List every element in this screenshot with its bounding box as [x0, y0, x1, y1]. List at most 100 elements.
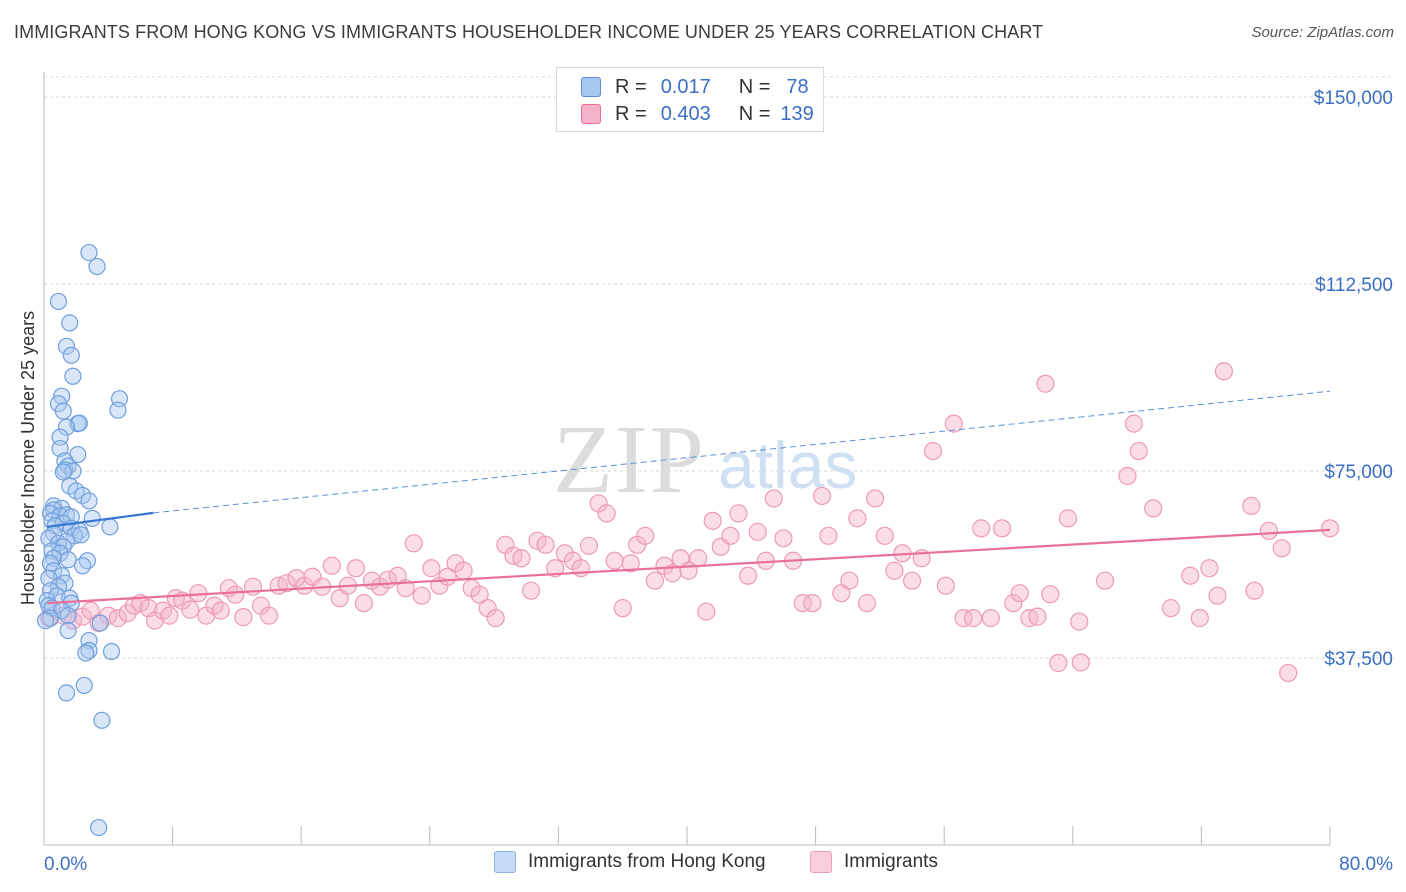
bottom-legend-swatch-blue: [494, 851, 516, 873]
legend-n-value: 139: [780, 102, 814, 125]
point-immigrants: [346, 559, 365, 578]
y-tick-label: $150,000: [1314, 88, 1393, 109]
legend-n-label: N =: [738, 75, 771, 98]
point-immigrants: [840, 571, 859, 590]
point-immigrants: [1070, 612, 1089, 631]
point-immigrants: [1010, 584, 1029, 603]
point-hong-kong: [54, 463, 72, 481]
bottom-legend-swatch-pink: [810, 851, 832, 873]
point-hong-kong: [75, 676, 93, 695]
point-immigrants: [923, 441, 943, 461]
trendline-hong-kong-extrapolated: [153, 390, 1331, 514]
legend-row-hong-kong: R = 0.017 N = 78: [581, 74, 809, 100]
y-tick-label: $75,000: [1324, 462, 1393, 483]
correlation-legend: R = 0.017 N = 78 R = 0.403 N = 139: [556, 67, 824, 132]
axes: [43, 72, 1331, 846]
point-immigrants: [1242, 496, 1261, 516]
point-immigrants: [964, 609, 983, 628]
point-hong-kong: [57, 684, 76, 702]
point-hong-kong: [64, 367, 82, 385]
point-immigrants: [992, 519, 1012, 538]
point-immigrants: [729, 504, 748, 523]
bottom-legend-label: Immigrants from Hong Kong: [528, 851, 766, 872]
point-immigrants: [1124, 414, 1143, 433]
point-hong-kong: [78, 552, 97, 570]
series-hong-kong-points: [37, 243, 129, 837]
x-tick-label-min: 0.0%: [44, 854, 87, 875]
point-immigrants: [412, 586, 431, 605]
legend-r-label: R =: [615, 75, 647, 98]
watermark-atlas: atlas: [718, 428, 857, 502]
watermark-zip: ZIP: [553, 406, 706, 514]
point-immigrants: [354, 594, 373, 613]
point-immigrants: [1144, 499, 1163, 518]
point-immigrants: [1200, 559, 1219, 578]
y-tick-label: $112,500: [1315, 275, 1393, 296]
point-immigrants: [160, 606, 179, 625]
point-hong-kong: [93, 711, 111, 729]
point-immigrants: [63, 611, 83, 630]
point-hong-kong: [40, 569, 58, 587]
point-hong-kong: [91, 614, 109, 632]
bottom-legend-immigrants: Immigrants: [810, 851, 938, 873]
point-immigrants: [579, 536, 599, 555]
point-immigrants: [303, 567, 322, 586]
legend-n-value: 78: [786, 75, 809, 98]
point-immigrants: [972, 519, 991, 538]
point-immigrants: [512, 549, 531, 568]
point-immigrants: [812, 486, 832, 506]
y-tick-label: $37,500: [1324, 649, 1393, 670]
point-immigrants: [571, 559, 591, 578]
point-immigrants: [764, 489, 783, 508]
point-immigrants: [875, 526, 894, 545]
point-hong-kong: [80, 492, 98, 510]
point-immigrants: [1190, 609, 1209, 628]
legend-n-label: N =: [738, 102, 771, 125]
point-immigrants: [902, 571, 922, 590]
point-immigrants: [1208, 586, 1227, 605]
point-immigrants: [234, 608, 253, 627]
x-tick-label-max: 80.0%: [1339, 854, 1393, 875]
point-immigrants: [885, 561, 904, 580]
bottom-legend-label: Immigrants: [844, 851, 938, 872]
point-immigrants: [546, 559, 565, 578]
point-immigrants: [944, 414, 963, 433]
point-immigrants: [1214, 362, 1234, 381]
point-immigrants: [697, 602, 716, 621]
point-immigrants: [819, 526, 838, 545]
point-immigrants: [1058, 509, 1078, 528]
point-immigrants: [226, 585, 245, 604]
point-hong-kong: [41, 609, 60, 627]
point-hong-kong: [80, 243, 98, 262]
point-immigrants: [865, 489, 885, 508]
point-hong-kong: [83, 509, 101, 527]
bottom-legend-hong-kong: Immigrants from Hong Kong: [494, 851, 766, 873]
point-hong-kong: [62, 346, 80, 364]
point-hong-kong: [102, 642, 121, 661]
point-immigrants: [277, 574, 296, 593]
trendline-immigrants: [47, 528, 1331, 605]
point-hong-kong: [101, 518, 119, 536]
point-hong-kong: [59, 607, 77, 625]
point-immigrants: [1118, 466, 1137, 486]
point-hong-kong: [72, 526, 90, 544]
legend-r-value: 0.017: [660, 75, 711, 98]
point-immigrants: [1272, 539, 1291, 558]
point-immigrants: [1259, 521, 1279, 540]
point-immigrants: [211, 601, 230, 620]
chart-title: IMMIGRANTS FROM HONG KONG VS IMMIGRANTS …: [14, 22, 1044, 42]
point-hong-kong: [49, 292, 68, 311]
point-immigrants: [1095, 571, 1115, 590]
point-immigrants: [1129, 441, 1148, 461]
point-immigrants: [738, 566, 758, 585]
point-hong-kong: [59, 551, 77, 569]
point-hong-kong: [45, 549, 63, 567]
point-immigrants: [748, 522, 767, 541]
trend-lines: [47, 390, 1331, 605]
point-immigrants: [721, 526, 740, 545]
point-immigrants: [404, 534, 423, 553]
point-immigrants: [486, 609, 505, 628]
point-immigrants: [470, 585, 489, 604]
point-immigrants: [536, 535, 555, 554]
